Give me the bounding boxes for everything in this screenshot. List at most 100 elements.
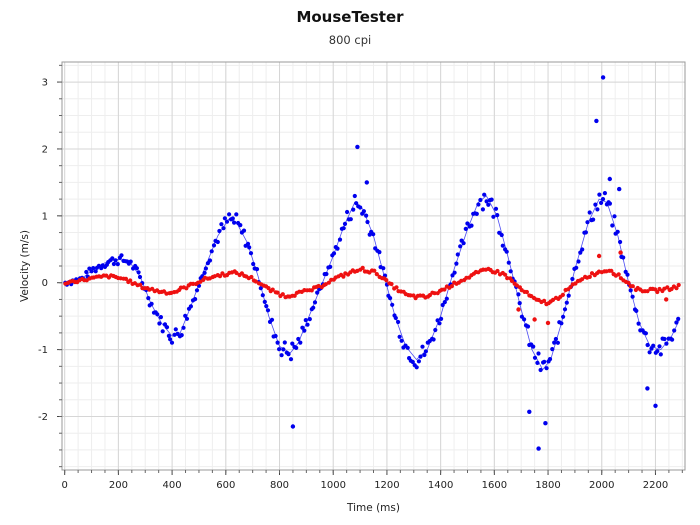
- data-point: [202, 270, 207, 275]
- data-point: [509, 278, 514, 283]
- data-point: [390, 302, 395, 307]
- data-point: [484, 199, 489, 204]
- data-point: [352, 193, 357, 199]
- data-point: [194, 288, 200, 293]
- data-point: [536, 351, 541, 356]
- data-point: [110, 256, 115, 261]
- data-point: [439, 316, 444, 321]
- data-point: [264, 304, 269, 309]
- data-point: [676, 316, 681, 321]
- data-point: [416, 359, 421, 364]
- data-point: [570, 276, 575, 282]
- data-point: [166, 333, 171, 338]
- data-point: [516, 292, 521, 297]
- data-point: [282, 340, 287, 345]
- y-tick-label: -2: [38, 412, 48, 423]
- data-point: [157, 321, 162, 326]
- data-point: [442, 300, 447, 305]
- data-point: [463, 226, 468, 231]
- data-point: [527, 409, 532, 414]
- data-point: [587, 210, 592, 215]
- data-point: [645, 342, 650, 348]
- data-point: [478, 197, 483, 203]
- data-point: [372, 268, 377, 273]
- data-point: [113, 258, 118, 263]
- data-point: [275, 290, 280, 295]
- data-point: [288, 357, 294, 362]
- data-point: [292, 293, 297, 298]
- data-point: [245, 241, 251, 246]
- data-point: [128, 278, 133, 283]
- data-point: [630, 284, 635, 289]
- data-point: [626, 280, 631, 285]
- data-point: [630, 294, 635, 299]
- data-point: [480, 207, 485, 212]
- data-point: [324, 271, 329, 277]
- data-point: [504, 249, 509, 254]
- data-point: [452, 270, 457, 275]
- data-point: [645, 386, 650, 391]
- data-point: [493, 206, 499, 211]
- data-point: [602, 191, 608, 196]
- data-point: [664, 297, 669, 302]
- data-point: [461, 241, 466, 246]
- data-point: [203, 266, 208, 271]
- data-point: [149, 301, 154, 306]
- data-point: [431, 337, 436, 342]
- data-point: [354, 201, 359, 206]
- data-point: [290, 341, 295, 346]
- data-point: [676, 282, 681, 288]
- data-point: [508, 269, 513, 274]
- data-point: [486, 202, 491, 207]
- data-point: [280, 292, 285, 297]
- y-tick-label: -1: [38, 345, 48, 356]
- data-point: [410, 359, 415, 365]
- series-blue: [63, 75, 681, 451]
- data-point: [179, 333, 184, 338]
- data-point: [665, 285, 670, 290]
- data-point: [550, 347, 555, 352]
- data-point: [544, 366, 549, 371]
- data-point: [326, 280, 331, 285]
- data-point: [345, 209, 350, 215]
- data-point: [600, 75, 606, 80]
- data-point: [535, 360, 540, 365]
- data-point: [495, 268, 500, 274]
- data-point: [591, 217, 596, 222]
- data-point: [374, 272, 379, 277]
- data-point: [555, 340, 561, 345]
- data-point: [219, 222, 224, 227]
- data-point: [394, 285, 399, 290]
- data-point: [618, 250, 623, 255]
- data-point: [580, 277, 585, 282]
- data-point: [615, 229, 620, 234]
- data-point: [505, 276, 510, 281]
- y-axis-label: Velocity (m/s): [19, 230, 31, 302]
- data-point: [414, 365, 419, 370]
- data-point: [444, 296, 449, 301]
- y-tick-label: 3: [42, 78, 48, 89]
- data-point: [136, 270, 141, 275]
- data-point: [645, 289, 650, 294]
- data-point: [146, 296, 151, 301]
- data-point: [309, 288, 314, 293]
- x-tick-label: 1000: [320, 480, 345, 491]
- data-point: [307, 317, 312, 322]
- data-point: [248, 251, 254, 256]
- data-point: [621, 255, 626, 260]
- x-tick-label: 1600: [482, 480, 507, 491]
- data-point: [495, 213, 500, 218]
- data-point: [596, 253, 602, 259]
- data-point: [251, 261, 256, 267]
- data-point: [559, 321, 564, 326]
- data-point: [211, 243, 217, 248]
- data-point: [547, 357, 553, 362]
- data-point: [134, 266, 139, 271]
- data-point: [266, 286, 271, 291]
- data-point: [647, 350, 652, 355]
- x-tick-label: 400: [163, 480, 182, 491]
- data-point: [234, 212, 239, 217]
- data-point: [531, 344, 536, 349]
- data-point: [358, 205, 363, 210]
- data-point: [574, 265, 579, 270]
